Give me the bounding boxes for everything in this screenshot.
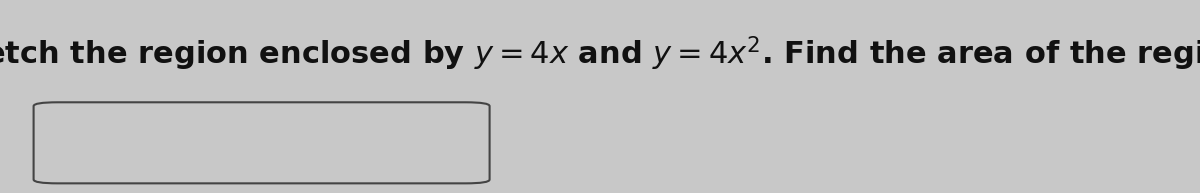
FancyBboxPatch shape	[34, 102, 490, 183]
Text: Sketch the region enclosed by $y = 4x$ and $y = 4x^2$. Find the area of the regi: Sketch the region enclosed by $y = 4x$ a…	[0, 35, 1200, 73]
